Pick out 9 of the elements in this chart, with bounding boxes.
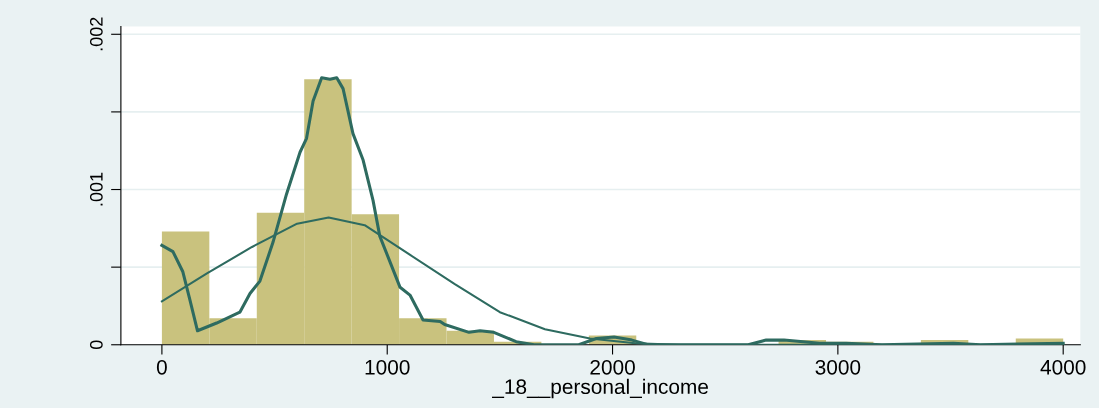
x-tick-label: 1000 (365, 359, 410, 375)
x-tick-label: 0 (156, 359, 167, 375)
x-tick-label: 2000 (590, 359, 635, 375)
x-tick-label: 4000 (1040, 359, 1086, 375)
y-tick-label: 0 (89, 340, 103, 350)
x-tick-label: 3000 (815, 359, 861, 375)
x-axis-title: _18__personal_income (492, 378, 708, 399)
y-tick-label: .002 (89, 17, 103, 51)
y-tick-label: .001 (89, 172, 103, 206)
